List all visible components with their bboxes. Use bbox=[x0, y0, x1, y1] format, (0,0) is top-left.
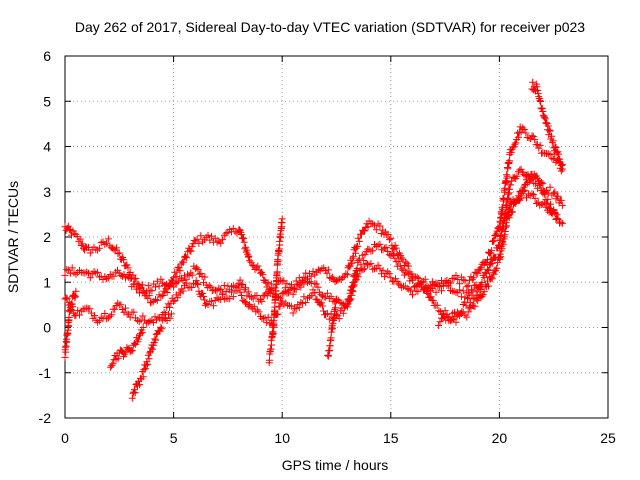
series-track-j bbox=[265, 215, 286, 367]
y-tick-label: 1 bbox=[43, 274, 51, 290]
x-tick-label: 25 bbox=[600, 430, 616, 446]
y-tick-label: -2 bbox=[39, 410, 52, 426]
x-axis-label: GPS time / hours bbox=[282, 457, 389, 473]
series-track-k bbox=[324, 295, 340, 360]
point-markers bbox=[265, 215, 286, 367]
y-axis-ticks: -2 -1 0 1 2 3 4 5 6 bbox=[39, 48, 608, 426]
y-tick-label: 6 bbox=[43, 48, 51, 64]
series-track-h bbox=[528, 78, 566, 169]
chart-title: Day 262 of 2017, Sidereal Day-to-day VTE… bbox=[75, 19, 585, 35]
series-track-i bbox=[502, 170, 562, 223]
point-markers bbox=[528, 78, 566, 169]
series-track-g bbox=[435, 283, 486, 329]
series-track-f bbox=[128, 310, 175, 402]
point-markers bbox=[61, 123, 566, 307]
y-tick-label: 4 bbox=[43, 139, 51, 155]
point-markers bbox=[324, 295, 340, 360]
point-markers bbox=[502, 170, 562, 223]
series-track-e bbox=[107, 324, 147, 371]
y-axis-label: SDTVAR / TECUs bbox=[5, 181, 21, 293]
y-tick-label: 0 bbox=[43, 320, 51, 336]
y-tick-label: 2 bbox=[43, 229, 51, 245]
y-tick-label: 3 bbox=[43, 184, 51, 200]
x-axis-ticks: 0 5 10 15 20 25 bbox=[61, 56, 616, 446]
series-track-d bbox=[61, 287, 80, 361]
point-markers bbox=[435, 283, 486, 329]
x-tick-label: 0 bbox=[61, 430, 69, 446]
x-tick-label: 5 bbox=[170, 430, 178, 446]
point-markers bbox=[128, 310, 175, 402]
point-markers bbox=[107, 324, 147, 371]
series-track-a bbox=[61, 123, 566, 307]
y-tick-label: 5 bbox=[43, 93, 51, 109]
point-markers bbox=[61, 287, 80, 361]
x-tick-label: 10 bbox=[274, 430, 290, 446]
y-tick-label: -1 bbox=[39, 365, 52, 381]
data-points bbox=[61, 78, 566, 402]
x-tick-label: 15 bbox=[383, 430, 399, 446]
x-tick-label: 20 bbox=[492, 430, 508, 446]
